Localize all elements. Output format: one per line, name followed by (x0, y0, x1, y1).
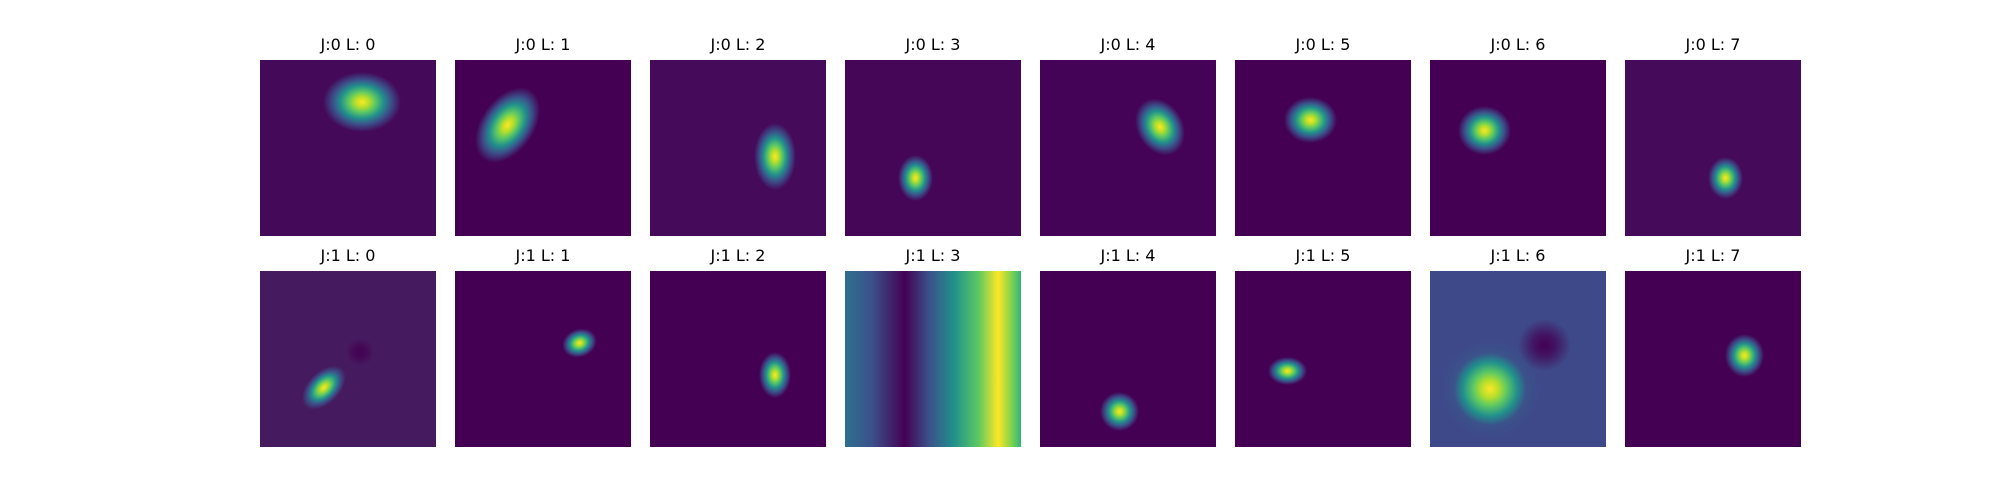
response-trough (346, 337, 375, 367)
panel-title: J:1 L: 1 (515, 246, 571, 265)
panel-title: J:0 L: 4 (1100, 35, 1156, 54)
heatmap-panel (260, 271, 436, 447)
response-trough (1518, 318, 1571, 372)
response-peak (753, 123, 797, 191)
response-peak (1268, 357, 1308, 386)
panel-title: J:0 L: 1 (515, 35, 571, 54)
response-peak (1099, 392, 1139, 432)
heatmap-panel (1430, 271, 1606, 447)
response-peak (1458, 105, 1511, 156)
panel-title: J:1 L: 5 (1295, 246, 1351, 265)
heatmap-panel (845, 60, 1021, 236)
heatmap-panel (455, 60, 631, 236)
response-peak (897, 155, 933, 201)
heatmap-panel (1430, 60, 1606, 236)
heatmap-panel (455, 271, 631, 447)
panel-title: J:1 L: 3 (905, 246, 961, 265)
panel-title: J:0 L: 6 (1490, 35, 1546, 54)
panel-title: J:1 L: 4 (1100, 246, 1156, 265)
panel-title: J:0 L: 7 (1685, 35, 1741, 54)
panel-title: J:0 L: 0 (320, 35, 376, 54)
heatmap-panel (650, 60, 826, 236)
panel-title: J:1 L: 0 (320, 246, 376, 265)
heatmap-panel (1040, 60, 1216, 236)
response-peak (759, 351, 791, 398)
response-peak (1725, 334, 1765, 377)
response-peak (1707, 156, 1743, 200)
panel-title: J:1 L: 7 (1685, 246, 1741, 265)
heatmap-panel (845, 271, 1021, 447)
heatmap-panel (1625, 60, 1801, 236)
response-peak (293, 357, 354, 418)
panel-title: J:0 L: 3 (905, 35, 961, 54)
response-peak (461, 75, 554, 175)
panel-title: J:1 L: 2 (710, 246, 766, 265)
heatmap-panel (260, 60, 436, 236)
response-peak (558, 323, 602, 363)
panel-title: J:0 L: 2 (710, 35, 766, 54)
panel-title: J:1 L: 6 (1490, 246, 1546, 265)
response-peak (323, 72, 401, 133)
panel-title: J:0 L: 5 (1295, 35, 1351, 54)
heatmap-panel (1235, 271, 1411, 447)
heatmap-panel (1235, 60, 1411, 236)
heatmap-panel (1040, 271, 1216, 447)
heatmap-panel (1625, 271, 1801, 447)
response-peak (1124, 89, 1195, 165)
heatmap-panel (650, 271, 826, 447)
response-peak (1284, 96, 1338, 143)
